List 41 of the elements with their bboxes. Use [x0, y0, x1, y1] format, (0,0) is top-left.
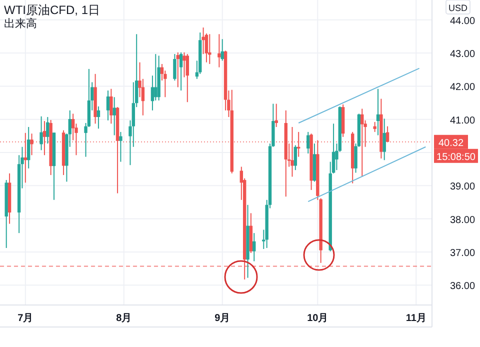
- candlestick: [46, 116, 50, 144]
- candlestick: [186, 54, 190, 103]
- candlestick: [173, 54, 176, 82]
- y-tick-label: 44.00: [450, 16, 476, 27]
- y-tick-label: 42.00: [450, 82, 476, 94]
- candlestick: [182, 52, 186, 78]
- candlestick: [202, 27, 205, 55]
- candlestick: [26, 126, 30, 169]
- candlestick: [106, 90, 110, 121]
- ref-line-label: 40.32: [438, 138, 464, 149]
- y-tick-label: 43.00: [450, 49, 476, 60]
- candlestick: [179, 52, 183, 92]
- text: 15:08:50: [436, 152, 476, 163]
- candlestick: [373, 122, 376, 132]
- candlestick: [306, 131, 310, 154]
- candlestick: [96, 106, 100, 130]
- x-tick-label: 8月: [116, 313, 132, 324]
- x-tick-label: 11月: [406, 313, 426, 324]
- x-tick-label: 10月: [307, 313, 328, 324]
- candlestick: [252, 232, 256, 262]
- candlestick: [110, 88, 113, 124]
- text: USD: [448, 3, 468, 13]
- candlestick: [40, 116, 43, 151]
- candlestick: [382, 118, 386, 161]
- y-tick-label: 36.00: [450, 281, 476, 292]
- chart-title: WTI原油CFD, 1日: [4, 3, 100, 17]
- y-tick-label: 39.00: [450, 182, 476, 193]
- x-tick-label: 9月: [214, 313, 230, 324]
- candlestick: [112, 96, 116, 136]
- text: 出来高: [4, 17, 37, 30]
- candlestick: [154, 54, 158, 101]
- candlestick: [376, 88, 380, 136]
- y-tick-label: 37.00: [450, 248, 476, 259]
- y-tick-label: 38.00: [450, 214, 476, 226]
- x-tick-label: 7月: [18, 313, 34, 324]
- candlestick: [176, 52, 180, 88]
- y-tick-label: 41.00: [450, 115, 476, 126]
- candlestick: [218, 34, 221, 68]
- candlestick: [220, 38, 224, 62]
- candlestick: [119, 131, 122, 162]
- candlestick: [294, 144, 298, 171]
